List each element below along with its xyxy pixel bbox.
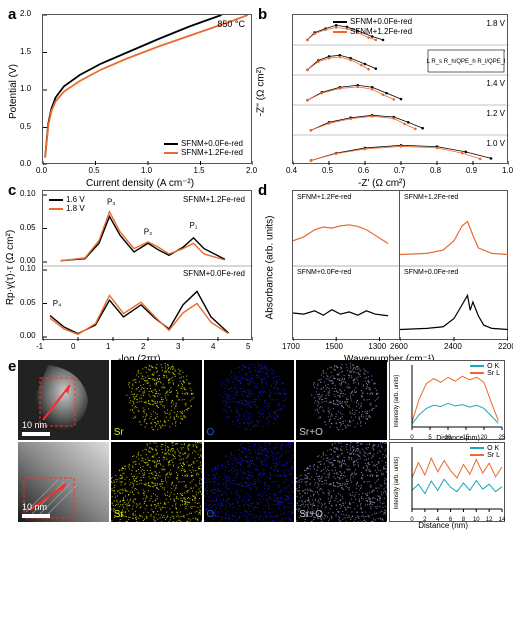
panel-d-ylabel: Absorbance (arb. units): [264, 216, 275, 320]
panel-d-left: SFNM+1.2Fe-red SFNM+0.0Fe-red: [292, 190, 400, 340]
svg-text:0: 0: [410, 435, 414, 441]
panel-b-ylabel: -Z'' (Ω cm²): [255, 67, 266, 117]
panel-b-label: b: [258, 6, 267, 23]
svg-text:1.8 V: 1.8 V: [486, 19, 505, 28]
map-o-bottom: O: [204, 442, 295, 522]
map-sro-top: Sr+O: [296, 360, 387, 440]
legend-fe00: SFNM+0.0Fe-red: [181, 139, 243, 148]
temp-note: 850 °C: [217, 19, 245, 29]
legend-fe12: SFNM+1.2Fe-red: [181, 148, 243, 157]
svg-text:10: 10: [473, 517, 480, 523]
d-bl-lbl: SFNM+0.0Fe-red: [297, 269, 351, 276]
svg-text:Distance (nm): Distance (nm): [436, 435, 480, 441]
svg-text:P₁: P₁: [189, 221, 197, 230]
svg-text:1.2 V: 1.2 V: [486, 109, 505, 118]
c-top-title: SFNM+1.2Fe-red: [183, 195, 245, 204]
scalebar-top: [22, 432, 50, 436]
panel-c-label: c: [8, 182, 16, 199]
svg-text:14: 14: [499, 517, 506, 523]
b-leg-fe00: SFNM+0.0Fe-red: [350, 17, 412, 26]
svg-text:P₂: P₂: [144, 228, 152, 237]
scalebar-bottom-label: 10 nm: [22, 502, 47, 512]
svg-text:Intensity (arb. units): Intensity (arb. units): [394, 457, 400, 510]
eds-sr-lbl2: Sr L: [487, 452, 500, 459]
panel-c-legend: 1.6 V 1.8 V: [49, 195, 85, 213]
panel-b-svg: 1.8 V1.6 V1.4 V1.2 V1.0 VL R_s R_h/QPE_h…: [293, 15, 509, 165]
svg-text:25: 25: [499, 435, 506, 441]
svg-text:5: 5: [428, 435, 432, 441]
svg-text:12: 12: [486, 517, 493, 523]
eds-bottom: 02468101214Intensity (arb. units) O K Sr…: [389, 442, 505, 522]
tem-bottom: 10 nm: [18, 442, 109, 522]
tem-top: 10 nm: [18, 360, 109, 440]
panel-b-legend: SFNM+0.0Fe-red: [333, 17, 416, 26]
eds-top: 0510152025Intensity (arb. units)Distance…: [389, 360, 505, 440]
svg-text:0: 0: [410, 517, 414, 523]
panel-a-label: a: [8, 6, 16, 23]
panel-c-svg: P₃ P₂ P₁ P₄: [43, 191, 253, 341]
svg-text:Intensity (arb. units): Intensity (arb. units): [394, 375, 400, 428]
map-sro-bottom: Sr+O: [296, 442, 387, 522]
eds-sr-lbl: Sr L: [487, 370, 500, 377]
panel-c-ylabel: Rp·γ(τ)·τ (Ω cm²): [5, 230, 16, 305]
figure-root: a 850 °C SFNM+0.0Fe-red SFNM+1.2Fe-red P…: [0, 0, 513, 530]
scalebar-top-label: 10 nm: [22, 420, 47, 430]
svg-text:20: 20: [481, 435, 488, 441]
eds-top-legend: O K Sr L: [470, 363, 500, 377]
svg-text:L R_s R_h/QPE_h R_l/QPE_l: L R_s R_h/QPE_h R_l/QPE_l: [427, 59, 506, 65]
map-o-top-label: O: [207, 427, 215, 438]
map-sr-bottom: Sr: [111, 442, 202, 522]
svg-text:P₄: P₄: [53, 299, 62, 308]
panel-b-chart: 1.8 V1.6 V1.4 V1.2 V1.0 VL R_s R_h/QPE_h…: [292, 14, 508, 164]
panel-d-label: d: [258, 182, 267, 199]
svg-text:P₃: P₃: [107, 197, 116, 206]
map-sr-top: Sr: [111, 360, 202, 440]
panel-d-right: SFNM+1.2Fe-red SFNM+0.0Fe-red: [400, 190, 508, 340]
b-leg-fe12: SFNM+1.2Fe-red: [350, 27, 412, 36]
svg-d-right: [400, 191, 508, 341]
d-tl-lbl: SFNM+1.2Fe-red: [297, 194, 351, 201]
map-sr-top-label: Sr: [114, 427, 124, 438]
eds-o-lbl2: O K: [487, 445, 499, 452]
c-leg-16: 1.6 V: [66, 195, 85, 204]
map-o-bot-label: O: [207, 509, 215, 520]
svg-d-left: [293, 191, 401, 341]
panel-a-ylabel: Potential (V): [8, 64, 19, 119]
panel-c-chart: P₃ P₂ P₁ P₄ 1.6 V 1.8 V SFNM+1.2Fe-red SFNM…: [42, 190, 252, 340]
c-bot-title: SFNM+0.0Fe-red: [183, 269, 245, 278]
d-br-lbl: SFNM+0.0Fe-red: [404, 269, 458, 276]
map-sr-bot-label: Sr: [114, 509, 124, 520]
panel-e-label: e: [8, 358, 16, 375]
svg-text:1.4 V: 1.4 V: [486, 79, 505, 88]
eds-bot-legend: O K Sr L: [470, 445, 500, 459]
panel-a-chart: 850 °C SFNM+0.0Fe-red SFNM+1.2Fe-red: [42, 14, 252, 164]
panel-a-legend: SFNM+0.0Fe-red SFNM+1.2Fe-red: [164, 139, 243, 157]
svg-text:1.0 V: 1.0 V: [486, 139, 505, 148]
map-sro-top-label: Sr+O: [299, 427, 323, 438]
panel-b-legend2: SFNM+1.2Fe-red: [333, 27, 412, 36]
d-tr-lbl: SFNM+1.2Fe-red: [404, 194, 458, 201]
eds-b-xlabel: Distance (nm): [418, 521, 468, 530]
scalebar-bottom: [22, 514, 50, 518]
map-sro-bot-label: Sr+O: [299, 509, 323, 520]
eds-o-lbl: O K: [487, 363, 499, 370]
c-leg-18: 1.8 V: [66, 204, 85, 213]
map-o-top: O: [204, 360, 295, 440]
